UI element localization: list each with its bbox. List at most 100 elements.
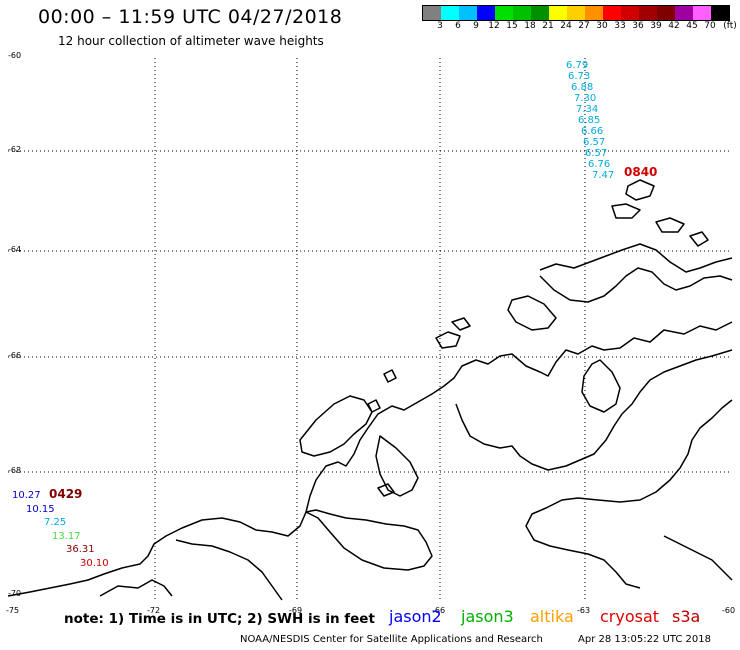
satellite-legend-cryosat: cryosat [600, 607, 660, 626]
time-label-0429: 0429 [49, 487, 82, 501]
coastline-south-shetland-c [655, 217, 685, 233]
color-scale-label: 6 [455, 21, 461, 31]
track-east-values: 6.796.736.887.307.346.856.666.576.576.76… [566, 60, 614, 181]
lon-label: -66 [432, 606, 445, 615]
coastline-wordie-bay [305, 509, 433, 571]
coastline-east-inner [455, 349, 733, 471]
lon-label: -60 [722, 606, 735, 615]
color-scale-label: 27 [578, 21, 590, 31]
coastline-south-shetland-a [625, 179, 655, 201]
color-scale-label: 70 [704, 21, 716, 31]
coastline-inland-west [175, 539, 283, 601]
coastline-small-island-d [377, 483, 395, 497]
satellite-legend-s3a: s3a [672, 607, 701, 626]
color-swatch-6 [531, 6, 549, 20]
wave-height-value: 6.66 [581, 126, 603, 137]
color-swatch-9 [585, 6, 603, 20]
wave-height-value: 6.76 [588, 159, 610, 170]
axis-labels: -60 -62 -64 -66 -68 -70 -75 -72 -69 -66 -63 -60 [6, 51, 735, 615]
color-scale-label: 30 [596, 21, 608, 31]
lat-label: -68 [8, 466, 21, 475]
color-swatch-11 [621, 6, 639, 20]
coastline-small-island-b [451, 317, 471, 331]
wave-height-value: 7.25 [44, 517, 66, 528]
coastline-small-island-c [383, 369, 397, 383]
wave-height-value: 6.79 [566, 60, 588, 71]
wave-height-value: 7.47 [592, 170, 614, 181]
coastline-small-island-e [367, 399, 381, 413]
coastline-brabant-island [507, 295, 557, 331]
wave-height-value: 6.85 [578, 115, 600, 126]
color-swatch-5 [513, 6, 531, 20]
color-scale-label: 21 [542, 21, 554, 31]
coastline-inland-south [99, 579, 173, 597]
color-swatch-15 [693, 6, 711, 20]
satellite-legend-jason3: jason3 [461, 607, 514, 626]
color-swatch-2 [459, 6, 477, 20]
coastline-east-coast [525, 399, 733, 589]
color-scale-label: 39 [650, 21, 662, 31]
time-label-0840: 0840 [624, 165, 657, 179]
color-scale-label: 33 [614, 21, 626, 31]
coastline-adelaide-island [299, 395, 373, 457]
coastline-peninsula-main [7, 321, 733, 597]
color-scale-labels: 3 6 9 12 15 18 21 24 27 30 33 36 39 42 45 70 (ft) [422, 21, 740, 33]
coastline-small-island-a [435, 331, 461, 349]
color-swatch-3 [477, 6, 495, 20]
wave-height-value: 36.31 [66, 544, 95, 555]
color-swatch-12 [639, 6, 657, 20]
color-swatch-14 [675, 6, 693, 20]
wave-height-value: 10.15 [26, 504, 55, 515]
color-scale-label: 12 [488, 21, 500, 31]
color-scale-label: 45 [686, 21, 698, 31]
lon-label: -72 [147, 606, 160, 615]
satellite-legend-altika: altika [530, 607, 574, 626]
map-title: 00:00 – 11:59 UTC 04/27/2018 [38, 6, 343, 28]
footnote: note: 1) Time is in UTC; 2) SWH is in fe… [64, 611, 375, 627]
wave-height-value: 6.88 [571, 82, 593, 93]
color-scale-bar [422, 5, 730, 21]
color-swatch-8 [567, 6, 585, 20]
coastline-anvers-island [539, 267, 733, 303]
coastline-south-shetland-d [689, 231, 709, 247]
lon-label: -75 [6, 606, 19, 615]
lat-label: -70 [8, 589, 21, 598]
lat-label: -66 [8, 351, 21, 360]
color-swatch-10 [603, 6, 621, 20]
coastline-east-shelf [663, 535, 733, 581]
wave-height-value: 30.10 [80, 558, 109, 569]
color-scale-label: 9 [473, 21, 479, 31]
lat-label: -64 [8, 245, 21, 254]
coastline [7, 179, 733, 601]
color-scale-label: 42 [668, 21, 680, 31]
color-swatch-4 [495, 6, 513, 20]
map-subtitle: 12 hour collection of altimeter wave hei… [58, 34, 324, 48]
wave-height-value: 10.27 [12, 490, 41, 501]
wave-height-value: 13.17 [52, 531, 81, 542]
color-swatch-1 [441, 6, 459, 20]
color-swatch-0 [423, 6, 441, 20]
wave-height-value: 6.57 [583, 137, 605, 148]
color-scale-label: 15 [506, 21, 518, 31]
coastline-alexander-inlet [375, 435, 419, 497]
color-scale-label: 3 [437, 21, 443, 31]
lon-label: -63 [577, 606, 590, 615]
color-scale-label: (ft) [723, 21, 737, 31]
credit-line: NOAA/NESDIS Center for Satellite Applica… [240, 634, 543, 645]
wave-height-value: 6.73 [568, 71, 590, 82]
coastline-larsen [581, 359, 621, 413]
color-swatch-16 [711, 6, 729, 20]
color-scale-label: 36 [632, 21, 644, 31]
graticule-grid [8, 58, 732, 600]
satellite-legend-jason2: jason2 [389, 607, 442, 626]
wave-height-value: 7.34 [576, 104, 598, 115]
generated-timestamp: Apr 28 13:05:22 UTC 2018 [578, 634, 711, 645]
color-swatch-13 [657, 6, 675, 20]
color-scale-label: 18 [524, 21, 536, 31]
color-swatch-7 [549, 6, 567, 20]
lat-label: -60 [8, 51, 21, 60]
lat-label: -62 [8, 145, 21, 154]
lon-label: -69 [289, 606, 302, 615]
coastline-south-shetland-b [611, 203, 641, 219]
